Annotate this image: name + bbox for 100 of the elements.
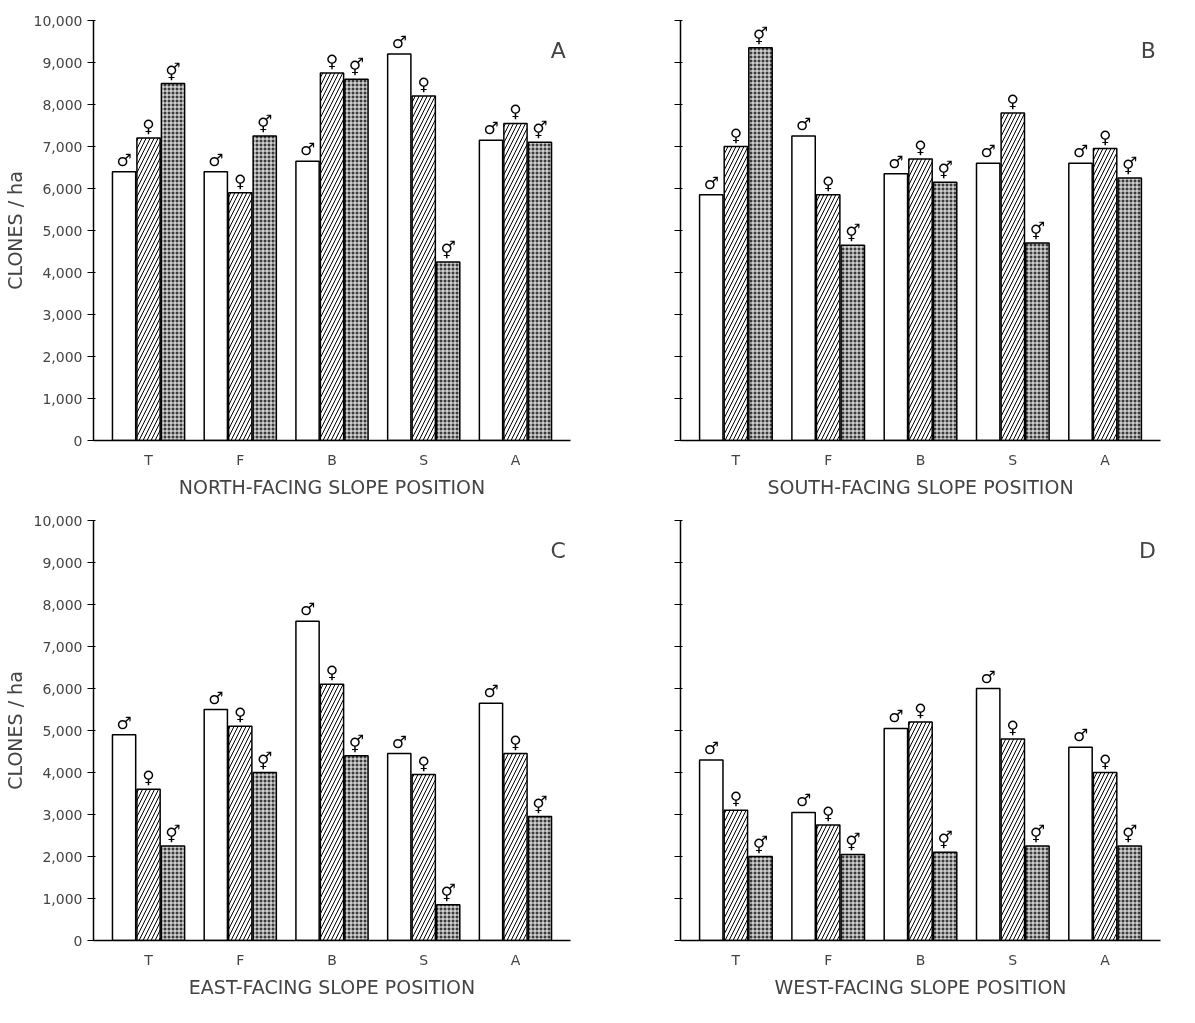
text: ♂ [980,141,996,162]
y-tick-label: 3,000 [42,806,83,823]
text: ♀ [1098,750,1112,771]
x-tick-label: S [1008,451,1018,468]
y-tick-label: 4,000 [42,264,83,281]
series-label: ♀ [142,116,155,137]
series-label: ⚥ [752,25,769,46]
y-tick-label: 10,000 [33,512,83,529]
text: ♂ [299,139,316,160]
text: ♂ [1072,141,1089,162]
annotation: D [1138,537,1156,563]
x-tick-label: S [1008,951,1018,968]
x-tick-label: S [419,451,429,468]
y-tick-label: 3,000 [42,306,83,323]
y-tick-label: 4,000 [42,764,83,781]
x-tick-label: T [730,451,741,468]
y-axis-title: CLONES / ha [3,671,26,790]
x-tick-label: T [143,451,154,468]
text: ♂ [483,681,499,702]
text: ♀ [1098,126,1112,147]
x-tick-label: S [419,951,429,968]
text: ⚥ [532,120,548,141]
text: ♂ [795,114,812,134]
text: ♀ [914,137,927,158]
text: ⚥ [348,733,365,754]
series-label: ♂ [116,149,132,170]
text: ♀ [234,704,247,725]
y-tick-label: 1,000 [42,890,83,907]
y-tick-label: 6,000 [42,680,83,697]
text: ♀ [509,101,522,122]
y-tick-label: 7,000 [42,138,83,155]
text: ⚥ [845,223,861,244]
y-tick-label: 9,000 [42,54,83,71]
annotation: C [550,537,566,563]
text: ♂ [208,687,224,708]
text: ⚥ [440,882,456,903]
text: ♀ [914,700,927,721]
series-label: ♀ [729,124,743,145]
text: ♀ [509,731,522,752]
text: ♀ [417,74,430,95]
text: ♀ [1006,90,1020,111]
x-axis-title: NORTH-FACING SLOPE POSITION [178,475,486,498]
text: ♂ [391,32,407,53]
y-tick-label: 2,000 [42,348,83,365]
x-tick-label: T [143,951,154,968]
y-tick-label: 0 [73,932,83,949]
text: ♂ [299,599,316,620]
text: ♂ [795,790,812,811]
x-tick-label: B [915,951,926,968]
text: ♀ [325,51,339,71]
y-tick-label: 8,000 [42,96,83,113]
y-tick-label: 2,000 [42,848,83,865]
x-tick-label: A [1100,451,1111,468]
text: ♂ [888,151,904,172]
text: ⚥ [257,114,273,134]
series-label: ⚥ [165,824,181,844]
x-axis-title: WEST-FACING SLOPE POSITION [774,975,1067,998]
x-tick-label: F [824,451,833,468]
series-label: ♀ [729,788,743,809]
series-label: ♂ [116,712,132,733]
series-label: ♀ [142,767,155,788]
x-tick-label: F [236,951,245,968]
series-label: ♂ [703,172,719,193]
text: ⚥ [845,832,861,853]
x-tick-label: A [510,951,521,968]
text: ♀ [821,803,835,823]
x-tick-label: F [824,951,833,968]
x-tick-label: B [327,451,337,468]
text: ⚥ [1029,824,1046,844]
text: ⚥ [937,830,953,851]
x-tick-label: B [327,951,337,968]
y-tick-label: 10,000 [33,12,83,29]
text: ♂ [888,706,904,727]
text: ♂ [483,118,499,139]
text: ♀ [325,662,339,683]
x-axis-title: EAST-FACING SLOPE POSITION [188,975,476,998]
x-tick-label: F [236,451,245,468]
y-tick-label: 5,000 [42,722,83,739]
series-label: ♂ [703,737,719,758]
y-tick-label: 8,000 [42,596,83,613]
text: ♂ [1072,725,1089,746]
y-axis-title: CLONES / ha [3,171,26,290]
text: ♀ [1006,716,1020,737]
text: ♀ [234,170,247,191]
text: ♀ [417,752,430,773]
text: ♂ [208,149,224,170]
y-tick-label: 9,000 [42,554,83,571]
text: ⚥ [1122,156,1138,176]
text: ⚥ [937,160,953,181]
annotation: B [1140,37,1156,63]
y-tick-label: 1,000 [42,390,83,407]
series-label: ⚥ [165,61,181,82]
y-tick-label: 5,000 [42,222,83,239]
text: ♂ [391,731,407,752]
x-tick-label: A [1100,951,1111,968]
text: ⚥ [440,240,456,260]
annotation: A [550,37,566,63]
y-tick-label: 6,000 [42,180,83,197]
text: ♂ [980,666,996,687]
text: ⚥ [257,750,273,771]
